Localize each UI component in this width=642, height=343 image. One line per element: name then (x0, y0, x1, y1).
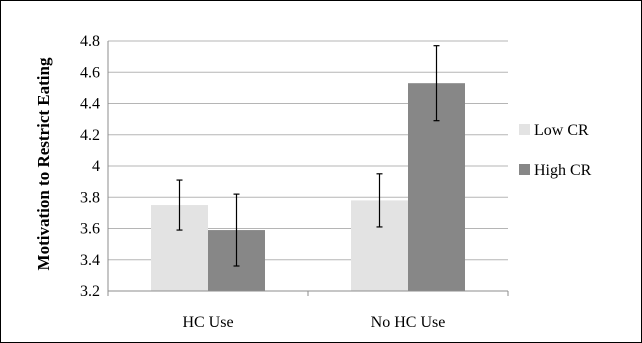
y-tick-label: 4.8 (80, 33, 100, 50)
axes (107, 41, 509, 296)
y-tick-label: 4.2 (80, 127, 100, 144)
x-tick-label: No HC Use (371, 314, 446, 331)
legend-swatch (519, 124, 530, 135)
x-tick-label: HC Use (182, 314, 233, 331)
y-tick-labels: 3.2 3.4 3.6 3.8 4 4.2 4.4 4.6 4.8 (80, 33, 100, 300)
y-tick-label: 4.4 (80, 96, 100, 113)
y-tick-label: 3.8 (80, 189, 100, 206)
legend-swatch (519, 164, 530, 175)
y-tick-label: 3.6 (80, 221, 100, 238)
y-tick-label: 3.4 (80, 252, 100, 269)
x-tick-labels: HC Use No HC Use (182, 314, 445, 331)
legend-label: High CR (534, 162, 592, 179)
error-bars (176, 45, 440, 267)
y-axis-title: Motivation to Restrict Eating (34, 57, 53, 270)
legend: Low CR High CR (519, 122, 592, 179)
y-tick-label: 4 (92, 158, 100, 175)
y-tick-label: 4.6 (80, 64, 100, 81)
y-tick-label: 3.2 (80, 283, 100, 300)
legend-label: Low CR (534, 122, 589, 139)
